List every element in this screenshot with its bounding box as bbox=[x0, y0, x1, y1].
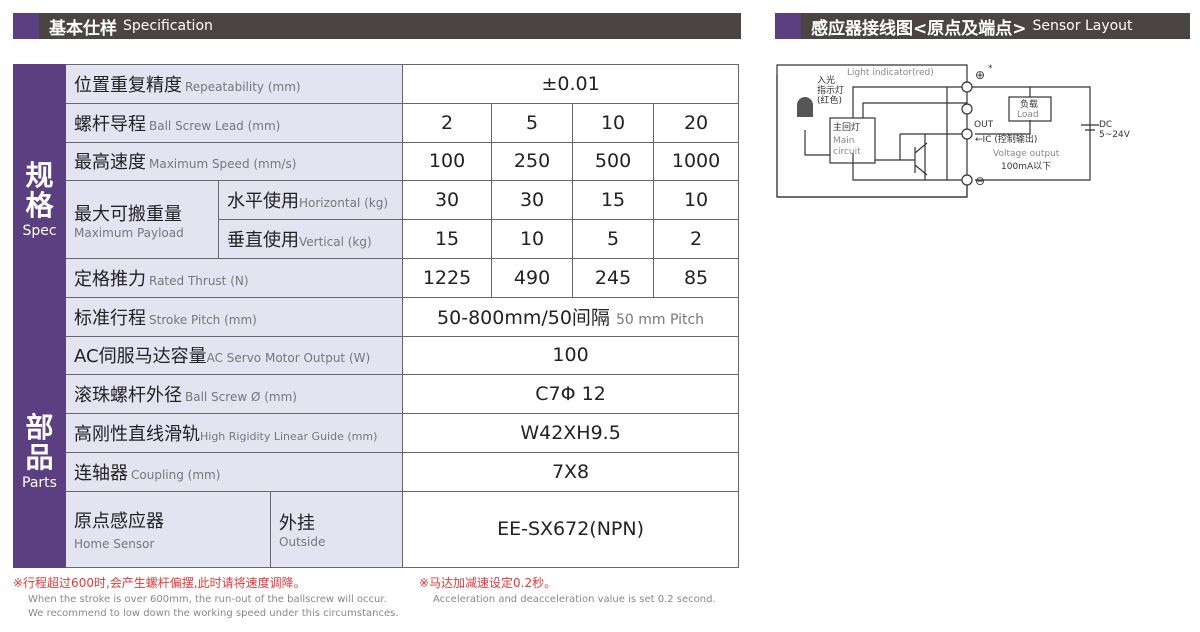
row-label: 位置重复精度 Repeatability (mm) bbox=[64, 64, 404, 104]
table-row: 定格推力 Rated Thrust (N) 1225 490 245 85 bbox=[14, 257, 740, 298]
table-row: 螺杆导程 Ball Screw Lead (mm) 2 5 10 20 bbox=[14, 102, 740, 143]
svg-text:(红色): (红色) bbox=[817, 94, 842, 106]
svg-text:circuit: circuit bbox=[833, 147, 861, 157]
table-row: 原点感应器 Home Sensor 外挂 Outside EE-SX672(NPN) bbox=[14, 490, 740, 568]
cell-value: 10 bbox=[491, 219, 574, 259]
svg-text:5~24V: 5~24V bbox=[1099, 130, 1131, 140]
cell-value: 100 bbox=[402, 335, 740, 376]
svg-text:*: * bbox=[988, 64, 993, 74]
table-row: 最大可搬重量 Maximum Payload 水平使用Horizontal (kg… bbox=[14, 180, 740, 259]
row-sublabel: 水平使用Horizontal (kg) bbox=[217, 180, 404, 221]
svg-text:100mA以下: 100mA以下 bbox=[1001, 162, 1051, 172]
header-accent bbox=[775, 13, 801, 39]
svg-text:Load: Load bbox=[1017, 110, 1039, 120]
cell-value: 245 bbox=[572, 257, 655, 298]
cell-value: 2 bbox=[402, 102, 493, 143]
cell-value: 7X8 bbox=[402, 451, 740, 492]
spec-table: 规格 Spec 位置重复精度 Repeatability (mm) ±0.01 螺杆… bbox=[13, 64, 740, 568]
table-row: 高刚性直线滑轨High Rigidity Linear Guide (mm) W… bbox=[14, 413, 740, 453]
svg-text:主回灯: 主回灯 bbox=[833, 121, 860, 133]
cell-value: W42XH9.5 bbox=[402, 413, 740, 453]
group-parts: 部品 Parts bbox=[13, 335, 66, 568]
cell-value: 20 bbox=[653, 102, 740, 143]
led-icon bbox=[797, 97, 813, 117]
table-row: 规格 Spec 位置重复精度 Repeatability (mm) ±0.01 bbox=[13, 64, 740, 337]
light-label: Light indicator(red) bbox=[847, 68, 934, 78]
cell-value: ±0.01 bbox=[402, 64, 740, 104]
table-row: 滚珠螺杆外径 Ball Screw Ø (mm) C7Φ 12 bbox=[14, 374, 740, 415]
sensor-title-cn: 感应器接线图<原点及端点> bbox=[811, 18, 1027, 39]
spec-title-en: Specification bbox=[123, 18, 213, 34]
cell-value: 30 bbox=[491, 180, 574, 221]
svg-text:Voltage output: Voltage output bbox=[993, 149, 1060, 159]
row-label: 最大可搬重量 Maximum Payload bbox=[65, 180, 219, 259]
svg-text:←IC (控制输出): ←IC (控制输出) bbox=[975, 133, 1037, 145]
row-sublabel: 垂直使用Vertical (kg) bbox=[217, 219, 404, 259]
sensor-header: 感应器接线图<原点及端点> Sensor Layout bbox=[775, 13, 1190, 39]
row-label: 标准行程 Stroke Pitch (mm) bbox=[64, 296, 404, 337]
group-spec: 规格 Spec bbox=[13, 64, 66, 337]
cell-value: 85 bbox=[653, 257, 740, 298]
row-label: 滚珠螺杆外径 Ball Screw Ø (mm) bbox=[64, 374, 404, 415]
table-row: 部品 Parts AC伺服马达容量AC Servo Motor Output (W… bbox=[13, 335, 740, 568]
note-stroke: ※行程超过600时,会产生螺杆偏摆,此时请将速度调降。 When the str… bbox=[13, 576, 399, 619]
spec-title-cn: 基本仕样 bbox=[49, 18, 117, 39]
cell-value: 10 bbox=[572, 102, 655, 143]
row-label: 定格推力 Rated Thrust (N) bbox=[64, 257, 404, 298]
cell-value: 250 bbox=[491, 141, 574, 182]
svg-text:⊖: ⊖ bbox=[975, 174, 985, 188]
svg-text:指示灯: 指示灯 bbox=[817, 84, 844, 96]
svg-text:DC: DC bbox=[1099, 120, 1112, 130]
cell-value: 15 bbox=[402, 219, 493, 259]
cell-value: 5 bbox=[491, 102, 574, 143]
cell-value: 15 bbox=[572, 180, 655, 221]
cell-value: 490 bbox=[491, 257, 574, 298]
row-label: 连轴器 Coupling (mm) bbox=[64, 451, 404, 492]
svg-text:Main: Main bbox=[833, 136, 855, 146]
svg-text:负载: 负载 bbox=[1020, 98, 1038, 110]
row-label: 最高速度 Maximum Speed (mm/s) bbox=[64, 141, 404, 182]
cell-value: 500 bbox=[572, 141, 655, 182]
header-accent bbox=[13, 13, 39, 39]
row-label: 高刚性直线滑轨High Rigidity Linear Guide (mm) bbox=[64, 413, 404, 453]
table-row: 最高速度 Maximum Speed (mm/s) 100 250 500 1000 bbox=[14, 141, 740, 182]
table-row: 连轴器 Coupling (mm) 7X8 bbox=[14, 451, 740, 492]
cell-value: 1225 bbox=[402, 257, 493, 298]
table-row: 垂直使用Vertical (kg) 15 10 5 2 bbox=[14, 219, 740, 259]
row-label: 螺杆导程 Ball Screw Lead (mm) bbox=[64, 102, 404, 143]
svg-text:⊕: ⊕ bbox=[975, 68, 985, 82]
cell-value: 100 bbox=[402, 141, 493, 182]
sensor-wiring-diagram: Light indicator(red) 入光 指示灯 (红色) 主回灯 Mai… bbox=[776, 64, 1131, 198]
row-sublabel: 外挂 Outside bbox=[269, 490, 404, 568]
cell-value: EE-SX672(NPN) bbox=[402, 490, 740, 568]
cell-value: 5 bbox=[572, 219, 655, 259]
row-label: AC伺服马达容量AC Servo Motor Output (W) bbox=[64, 335, 404, 376]
row-label: 原点感应器 Home Sensor bbox=[65, 490, 271, 568]
svg-text:OUT: OUT bbox=[974, 120, 994, 130]
cell-value: 50-800mm/50间隔 50 mm Pitch bbox=[402, 296, 740, 337]
sensor-title-en: Sensor Layout bbox=[1032, 18, 1133, 34]
svg-text:入光: 入光 bbox=[817, 74, 835, 86]
spec-header: 基本仕样 Specification bbox=[13, 13, 741, 39]
cell-value: C7Φ 12 bbox=[402, 374, 740, 415]
note-accel: ※马达加减速设定0.2秒。 Acceleration and deacceler… bbox=[419, 576, 716, 605]
cell-value: 2 bbox=[653, 219, 740, 259]
cell-value: 1000 bbox=[653, 141, 740, 182]
table-row: 标准行程 Stroke Pitch (mm) 50-800mm/50间隔 50 m… bbox=[14, 296, 740, 337]
cell-value: 10 bbox=[653, 180, 740, 221]
cell-value: 30 bbox=[402, 180, 493, 221]
